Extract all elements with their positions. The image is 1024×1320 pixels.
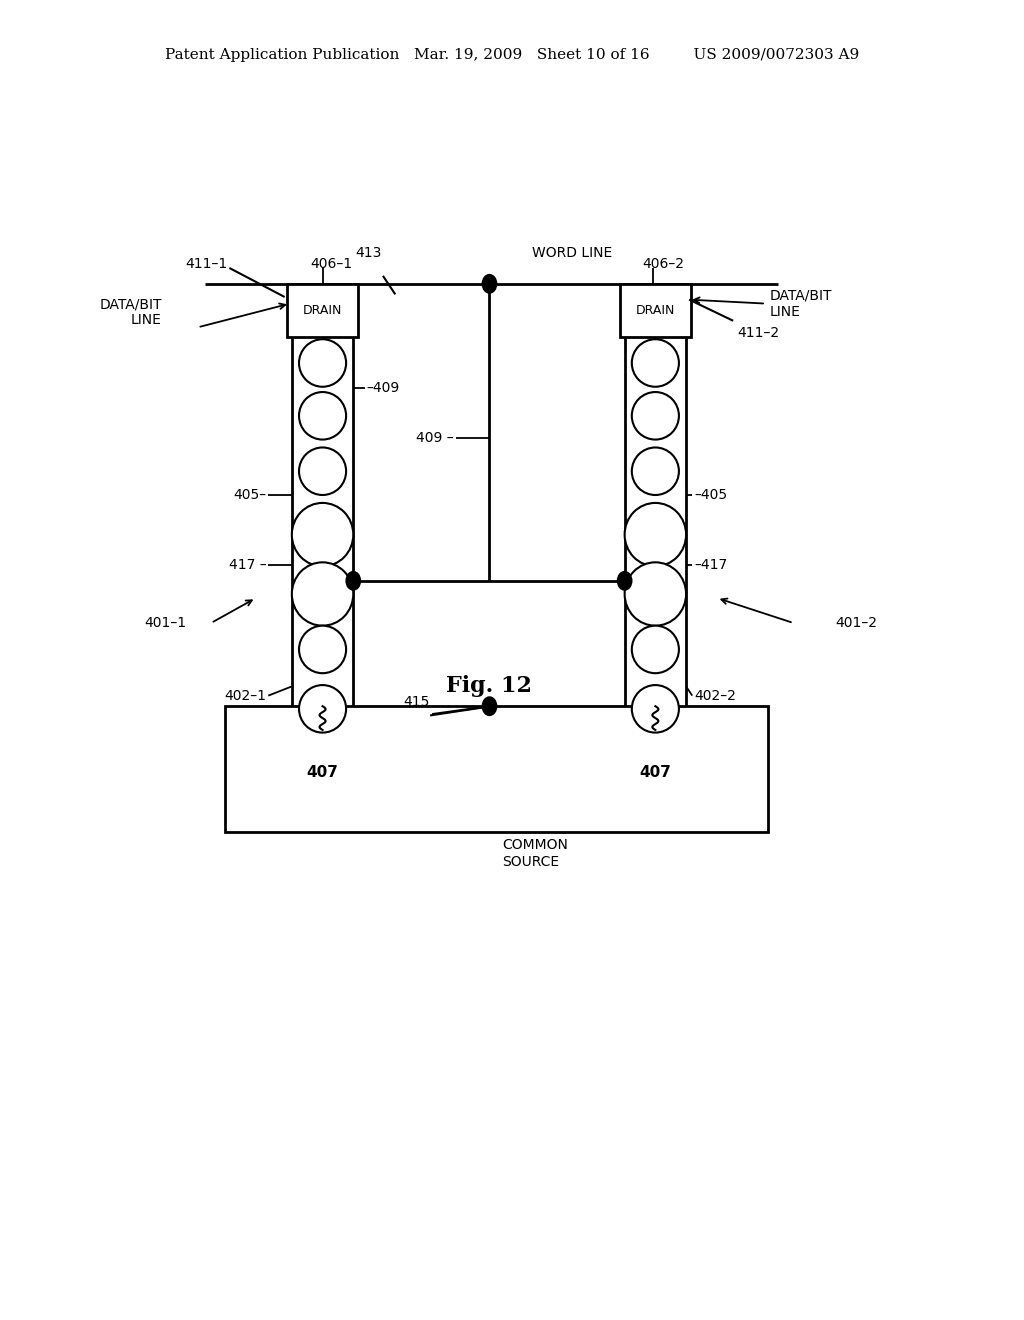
Ellipse shape <box>625 503 686 566</box>
Ellipse shape <box>292 562 353 626</box>
Text: 411–1: 411–1 <box>185 257 227 271</box>
Ellipse shape <box>482 275 497 293</box>
Text: DATA/BIT: DATA/BIT <box>99 297 162 312</box>
Bar <box>287 284 358 337</box>
Text: 411–2: 411–2 <box>737 326 779 339</box>
Ellipse shape <box>632 339 679 387</box>
Text: COMMON: COMMON <box>502 838 567 851</box>
Text: –405: –405 <box>694 488 727 502</box>
Ellipse shape <box>632 392 679 440</box>
Text: 407: 407 <box>306 764 339 780</box>
Text: 409 –: 409 – <box>416 432 454 445</box>
Text: 406–2: 406–2 <box>642 257 684 271</box>
Text: 413: 413 <box>355 246 382 260</box>
Ellipse shape <box>292 503 353 566</box>
Text: DATA/BIT: DATA/BIT <box>770 288 833 302</box>
Text: SOURCE: SOURCE <box>502 855 559 869</box>
Text: 402–1: 402–1 <box>224 689 266 702</box>
Text: 406–1: 406–1 <box>310 257 352 271</box>
Ellipse shape <box>617 572 632 590</box>
Ellipse shape <box>632 685 679 733</box>
Text: 415: 415 <box>403 694 430 709</box>
Ellipse shape <box>299 685 346 733</box>
Bar <box>620 284 691 337</box>
Ellipse shape <box>625 562 686 626</box>
Text: Patent Application Publication   Mar. 19, 2009   Sheet 10 of 16         US 2009/: Patent Application Publication Mar. 19, … <box>165 49 859 62</box>
Text: 401–2: 401–2 <box>836 616 878 630</box>
Text: 402–2: 402–2 <box>694 689 736 702</box>
Ellipse shape <box>346 572 360 590</box>
Ellipse shape <box>632 626 679 673</box>
Ellipse shape <box>299 626 346 673</box>
Text: LINE: LINE <box>131 313 162 327</box>
Text: –409: –409 <box>367 381 399 395</box>
Ellipse shape <box>632 447 679 495</box>
Text: DRAIN: DRAIN <box>303 304 342 317</box>
Text: 407: 407 <box>639 764 672 780</box>
Text: –417: –417 <box>694 558 727 572</box>
Text: WORD LINE: WORD LINE <box>532 246 612 260</box>
Text: 401–1: 401–1 <box>144 616 186 630</box>
Text: DRAIN: DRAIN <box>636 304 675 317</box>
Text: LINE: LINE <box>770 305 801 319</box>
Ellipse shape <box>299 447 346 495</box>
Text: Fig. 12: Fig. 12 <box>446 676 532 697</box>
Text: 417 –: 417 – <box>228 558 266 572</box>
Ellipse shape <box>299 392 346 440</box>
Ellipse shape <box>482 697 497 715</box>
Bar <box>225 706 768 832</box>
Text: 405–: 405– <box>233 488 266 502</box>
Ellipse shape <box>299 339 346 387</box>
